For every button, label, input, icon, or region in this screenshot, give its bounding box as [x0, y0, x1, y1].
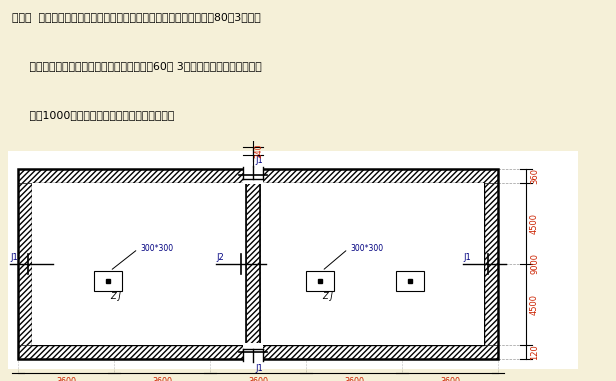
- Text: ［例］  求图所示工程房心回填土的工程量。若该工程开挖基槽土方量80㎡3（土质: ［例］ 求图所示工程房心回填土的工程量。若该工程开挖基槽土方量80㎡3（土质: [12, 12, 261, 22]
- Text: 360: 360: [530, 168, 539, 184]
- Text: 300*300: 300*300: [140, 245, 173, 253]
- Text: 9000: 9000: [530, 253, 539, 274]
- Bar: [32, 183, 246, 345]
- Text: 可全部用于回填），其中基槽回填土方量为60㎡ 3，假设用人力车运土方，运: 可全部用于回填），其中基槽回填土方量为60㎡ 3，假设用人力车运土方，运: [12, 61, 262, 71]
- Text: J1: J1: [463, 253, 471, 262]
- Text: 3600: 3600: [152, 377, 172, 381]
- Bar: [243, 167, 263, 184]
- Text: Z J: Z J: [110, 292, 121, 301]
- Bar: [260, 183, 484, 345]
- Bar: [243, 343, 263, 361]
- Text: 240: 240: [255, 144, 264, 158]
- Bar: [94, 271, 122, 291]
- Text: 3600: 3600: [56, 377, 76, 381]
- Text: 120: 120: [530, 344, 539, 360]
- Text: 3600: 3600: [248, 377, 268, 381]
- Text: Z J: Z J: [323, 292, 333, 301]
- Text: J1: J1: [255, 364, 263, 373]
- Bar: [484, 183, 498, 345]
- Bar: [18, 169, 498, 359]
- Bar: [32, 183, 484, 345]
- Bar: [18, 345, 498, 359]
- Bar: [18, 169, 498, 183]
- Text: 距为1000㎡。求取土内运或余土外运工程量。: 距为1000㎡。求取土内运或余土外运工程量。: [12, 110, 175, 120]
- Bar: [246, 183, 260, 345]
- Bar: [306, 271, 334, 291]
- Bar: [18, 183, 32, 345]
- Text: 3600: 3600: [440, 377, 460, 381]
- Text: J1: J1: [255, 156, 263, 165]
- Text: 300*300: 300*300: [350, 245, 383, 253]
- Bar: [243, 167, 263, 170]
- Text: 3600: 3600: [344, 377, 364, 381]
- Text: J2: J2: [216, 253, 224, 262]
- Text: J1: J1: [10, 253, 18, 262]
- Text: 4500: 4500: [530, 294, 539, 315]
- Bar: [396, 271, 424, 291]
- Text: 4500: 4500: [530, 213, 539, 234]
